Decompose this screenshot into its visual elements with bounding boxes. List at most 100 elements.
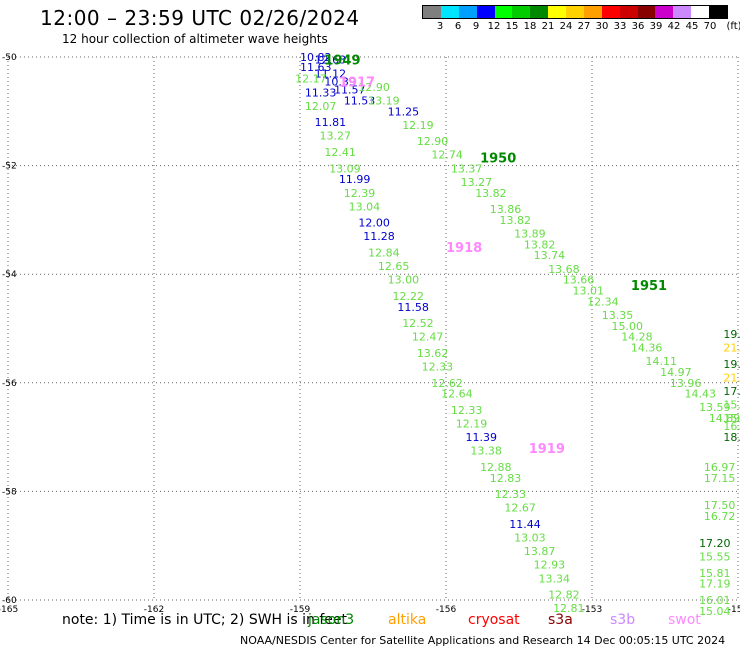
color-scale-unit: (ft) xyxy=(726,21,740,32)
y-tick-label: -56 xyxy=(2,379,17,389)
swh-value: 16.97 xyxy=(704,461,736,474)
footer-credit: NOAA/NESDIS Center for Satellite Applica… xyxy=(240,634,726,647)
y-tick-label: -54 xyxy=(2,270,17,280)
time-label: 1917 xyxy=(339,75,375,90)
swh-value: 12.47 xyxy=(412,331,444,344)
swh-value: 13.86 xyxy=(490,203,522,216)
swh-value: 17.50 xyxy=(704,499,736,512)
swh-value: 15.00 xyxy=(611,320,643,333)
swh-value: 11.81 xyxy=(315,116,347,129)
time-label: 1918 xyxy=(446,241,482,256)
mission-s3b: s3b xyxy=(610,612,636,628)
color-scale-label: 30 xyxy=(595,21,609,32)
color-scale-label: 15 xyxy=(505,21,519,32)
satellite-tracks: 10.8211.6312.6311.1212.1710.3911.3311.57… xyxy=(295,51,740,618)
color-scale-label: 45 xyxy=(685,21,699,32)
time-label: 1949 xyxy=(324,54,360,69)
color-swatch xyxy=(691,6,709,18)
swh-value: 11.39 xyxy=(465,431,497,444)
swh-value: 10.39 xyxy=(324,75,356,88)
swh-value: 17.19 xyxy=(699,578,731,591)
footer-note: note: 1) Time is in UTC; 2) SWH is in fe… xyxy=(62,612,348,628)
y-tick-label: -50 xyxy=(2,53,17,63)
x-tick-label: -156 xyxy=(436,605,457,615)
color-scale-label: 39 xyxy=(649,21,663,32)
time-label: 1950 xyxy=(480,151,516,166)
swh-value: 13.59 xyxy=(699,401,731,414)
color-swatch xyxy=(530,6,549,18)
swh-value: 16.01 xyxy=(699,594,731,607)
swh-value: 13.82 xyxy=(524,238,556,251)
swh-value: 14.97 xyxy=(660,366,692,379)
swh-value: 13.19 xyxy=(368,94,400,107)
color-swatch xyxy=(494,6,513,18)
color-scale-label: 3 xyxy=(436,21,444,32)
swh-value: 11.53 xyxy=(344,94,376,107)
color-scale-label: 6 xyxy=(454,21,462,32)
swh-value: 13.66 xyxy=(563,274,595,287)
color-swatch xyxy=(601,6,620,18)
swh-value: 11.28 xyxy=(363,230,395,243)
swh-value: 12.19 xyxy=(402,119,434,132)
color-swatch xyxy=(512,6,531,18)
color-swatch xyxy=(709,6,727,18)
swh-value: 14.43 xyxy=(684,388,716,401)
swh-value: 21.08 xyxy=(723,371,740,384)
swh-value: 13.82 xyxy=(500,214,532,227)
chart-subtitle: 12 hour collection of altimeter wave hei… xyxy=(62,32,328,46)
swh-value: 11.12 xyxy=(315,67,347,80)
x-tick-label: -153 xyxy=(582,605,602,615)
swh-value: 15.48 xyxy=(723,412,740,425)
mission-cryosat: cryosat xyxy=(468,612,520,628)
swh-value: 12.90 xyxy=(358,81,390,94)
swh-value: 12.93 xyxy=(534,559,566,572)
color-scale-label: 21 xyxy=(541,21,555,32)
time-labels: 1949 1917 1950 1918 1951 1919 xyxy=(324,54,667,457)
color-swatch xyxy=(637,6,656,18)
swh-value: 18.88 xyxy=(723,431,740,444)
swh-value: 16.72 xyxy=(704,510,736,523)
swh-value: 14.11 xyxy=(646,355,678,368)
color-swatch xyxy=(440,6,459,18)
swh-value: 11.58 xyxy=(397,301,429,314)
swh-value: 17.15 xyxy=(704,472,736,485)
x-tick-label: -165 xyxy=(0,605,18,615)
swh-value: 12.88 xyxy=(480,461,512,474)
color-swatch xyxy=(583,6,602,18)
swh-value: 13.27 xyxy=(319,130,351,143)
swh-value: 13.01 xyxy=(573,284,605,297)
color-scale-label: 36 xyxy=(631,21,645,32)
swh-value: 15.69 xyxy=(723,399,740,412)
swh-value: 13.03 xyxy=(514,532,546,545)
color-swatch xyxy=(476,6,495,18)
swh-value: 12.22 xyxy=(392,290,424,303)
swh-value: 11.99 xyxy=(339,173,371,186)
swh-value: 13.68 xyxy=(548,263,580,276)
swh-value: 15.81 xyxy=(699,567,731,580)
swh-value: 12.00 xyxy=(358,217,390,230)
swh-value: 12.84 xyxy=(368,246,400,259)
axis-ticks: -165 -162 -159 -156 -153 -150 -50 -52 -54 -56 -58 -… xyxy=(0,53,740,615)
swh-value: 12.82 xyxy=(548,589,580,602)
swh-value: 11.25 xyxy=(388,105,420,118)
time-label: 1951 xyxy=(631,279,667,294)
swh-value: 12.34 xyxy=(587,295,619,308)
swh-value: 15.55 xyxy=(699,551,731,564)
color-scale-label: 12 xyxy=(487,21,501,32)
mission-swot: swot xyxy=(668,612,701,628)
swh-value: 12.52 xyxy=(402,317,434,330)
swh-value: 13.38 xyxy=(470,445,502,458)
swh-value: 13.00 xyxy=(388,274,420,287)
x-tick-label: -159 xyxy=(290,605,311,615)
x-tick-label: -150 xyxy=(728,605,740,615)
chart-title: 12:00 – 23:59 UTC 02/26/2024 xyxy=(40,6,360,30)
swh-value: 12.07 xyxy=(305,100,337,113)
swh-value: 11.44 xyxy=(509,518,541,531)
swh-value: 19.22 xyxy=(723,358,740,371)
color-swatch xyxy=(619,6,638,18)
color-swatch xyxy=(673,6,692,18)
swh-value: 12.67 xyxy=(504,502,536,515)
color-swatch xyxy=(566,6,584,18)
